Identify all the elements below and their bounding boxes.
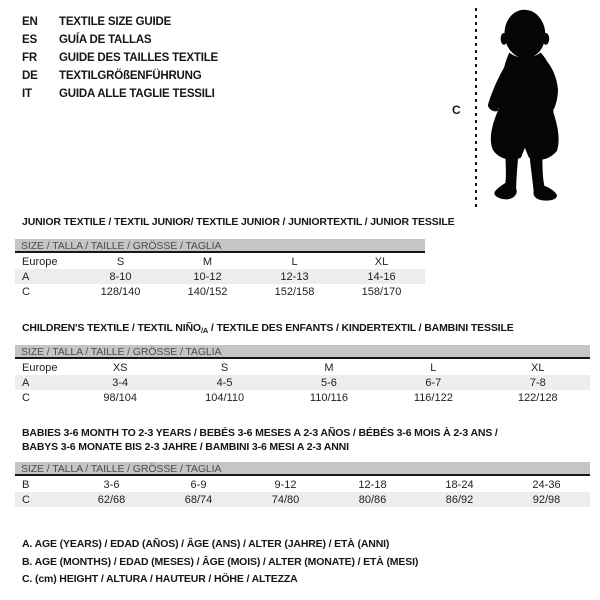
table-cell: 14-16 [367, 270, 396, 283]
language-title: GUÍA DE TALLAS [59, 34, 152, 46]
size-header-bar: SIZE / TALLA / TAILLE / GRÖSSE / TAGLIA [15, 345, 590, 359]
language-code: EN [22, 16, 38, 28]
babies-size-table: B 3-6 6-9 9-12 12-18 18-24 24-36 C 62/68 68/74 74/… [15, 477, 590, 507]
table-cell: 7-8 [529, 376, 546, 389]
size-header-bar: SIZE / TALLA / TAILLE / GRÖSSE / TAGLIA [15, 239, 425, 253]
language-title: TEXTILE SIZE GUIDE [59, 16, 172, 28]
table-cell: C [22, 285, 30, 298]
table-cell: 152/158 [274, 285, 315, 298]
table-cell: 98/104 [103, 391, 138, 404]
table-cell: 104/110 [205, 391, 245, 404]
language-code: ES [22, 34, 37, 46]
table-cell: 86/92 [445, 493, 474, 506]
table-cell: A [22, 270, 30, 283]
table-cell: Europe [22, 255, 58, 268]
language-title: GUIDA ALLE TAGLIE TESSILI [59, 88, 215, 100]
table-cell: 140/152 [187, 285, 228, 298]
table-cell: S [116, 255, 125, 268]
section-title: JUNIOR TEXTILE / TEXTIL JUNIOR/ TEXTILE … [22, 216, 455, 228]
height-measure-dotted-line [475, 8, 477, 209]
language-row: EN TEXTILE SIZE GUIDE [22, 13, 218, 31]
language-row: ES GUÍA DE TALLAS [22, 31, 218, 49]
table-cell: 8-10 [109, 270, 132, 283]
table-cell: 92/98 [532, 493, 561, 506]
table-cell: 128/140 [100, 285, 141, 298]
section-title-line1: BABIES 3-6 MONTH TO 2-3 YEARS / BEBÉS 3-… [22, 427, 498, 439]
footnote-b: B. AGE (MONTHS) / EDAD (MESES) / ÂGE (MO… [22, 555, 419, 568]
toddler-silhouette-icon [487, 9, 559, 201]
table-row: C 62/68 68/74 74/80 80/86 86/92 92/98 [15, 492, 590, 507]
table-cell: 68/74 [184, 493, 213, 506]
height-marker-label: C [452, 103, 461, 117]
title-text: / TEXTILE DES ENFANTS / KINDERTEXTIL / B… [208, 322, 514, 334]
language-row: FR GUIDE DES TAILLES TEXTILE [22, 49, 218, 67]
footnotes: A. AGE (YEARS) / EDAD (AÑOS) / ÂGE (ANS)… [22, 536, 418, 589]
junior-size-table: Europe S M L XL A 8-10 10-12 12-13 14-16 C 128/140 1… [15, 254, 425, 299]
language-code: IT [22, 88, 32, 100]
table-cell: 12-13 [280, 270, 309, 283]
table-cell: 74/80 [271, 493, 300, 506]
table-cell: M [202, 255, 213, 268]
table-row: Europe XS S M L XL [15, 360, 590, 375]
table-cell: 6-7 [425, 376, 442, 389]
table-cell: A [22, 376, 30, 389]
table-cell: 18-24 [445, 478, 474, 491]
table-cell: M [324, 361, 334, 374]
table-cell: 3-4 [112, 376, 129, 389]
table-cell: B [22, 478, 30, 491]
table-cell: XL [374, 255, 389, 268]
table-row: B 3-6 6-9 9-12 12-18 18-24 24-36 [15, 477, 590, 492]
table-cell: 110/116 [309, 391, 349, 404]
table-cell: 10-12 [193, 270, 222, 283]
section-title: CHILDREN'S TEXTILE / TEXTIL NIÑO/A / TEX… [22, 322, 590, 335]
language-title: TEXTILGRÖßENFÜHRUNG [59, 70, 202, 82]
table-cell: 5-6 [321, 376, 337, 389]
table-cell: XL [531, 361, 545, 374]
footnote-a: A. AGE (YEARS) / EDAD (AÑOS) / ÂGE (ANS)… [22, 538, 390, 550]
language-row: IT GUIDA ALLE TAGLIE TESSILI [22, 85, 218, 103]
children-size-table: Europe XS S M L XL A 3-4 4-5 5-6 6-7 7-8 C 98/104 104/… [15, 360, 590, 405]
table-cell: 122/128 [517, 391, 558, 404]
table-row: A 8-10 10-12 12-13 14-16 [15, 269, 425, 284]
language-row: DE TEXTILGRÖßENFÜHRUNG [22, 67, 218, 85]
table-row: A 3-4 4-5 5-6 6-7 7-8 [15, 375, 590, 390]
table-row: Europe S M L XL [15, 254, 425, 269]
footnote-c: C. (cm) HEIGHT / ALTURA / HAUTEUR / HÖHE… [22, 573, 298, 585]
table-cell: 116/122 [413, 391, 453, 404]
title-text: CHILDREN'S TEXTILE / TEXTIL NIÑO [22, 322, 201, 334]
section-babies-textile: BABIES 3-6 MONTH TO 2-3 YEARS / BEBÉS 3-… [15, 426, 590, 507]
table-cell: L [430, 361, 437, 374]
table-cell: 3-6 [103, 478, 120, 491]
table-row: C 128/140 140/152 152/158 158/170 [15, 284, 425, 299]
table-cell: 24-36 [532, 478, 561, 491]
table-cell: C [22, 391, 30, 404]
table-cell: L [291, 255, 298, 268]
table-cell: 158/170 [361, 285, 402, 298]
section-children-textile: CHILDREN'S TEXTILE / TEXTIL NIÑO/A / TEX… [15, 322, 590, 405]
language-code: DE [22, 70, 38, 82]
language-title: GUIDE DES TAILLES TEXTILE [59, 52, 218, 64]
section-junior-textile: JUNIOR TEXTILE / TEXTIL JUNIOR/ TEXTILE … [15, 216, 455, 299]
table-cell: 4-5 [216, 376, 233, 389]
table-cell: 9-12 [274, 478, 297, 491]
section-title-line2: BABYS 3-6 MONATE BIS 2-3 JAHRE / BAMBINI… [22, 441, 349, 453]
table-row: C 98/104 104/110 110/116 116/122 122/128 [15, 390, 590, 405]
language-list: EN TEXTILE SIZE GUIDE ES GUÍA DE TALLAS … [22, 13, 218, 103]
title-subscript: /A [200, 326, 209, 335]
table-cell: 6-9 [190, 478, 207, 491]
size-header-bar: SIZE / TALLA / TAILLE / GRÖSSE / TAGLIA [15, 462, 590, 476]
table-cell: 62/68 [97, 493, 126, 506]
table-cell: C [22, 493, 30, 506]
table-cell: XS [112, 361, 128, 374]
table-cell: 80/86 [358, 493, 387, 506]
table-cell: Europe [22, 361, 58, 374]
language-code: FR [22, 52, 37, 64]
table-cell: 12-18 [358, 478, 387, 491]
table-cell: S [220, 361, 229, 374]
